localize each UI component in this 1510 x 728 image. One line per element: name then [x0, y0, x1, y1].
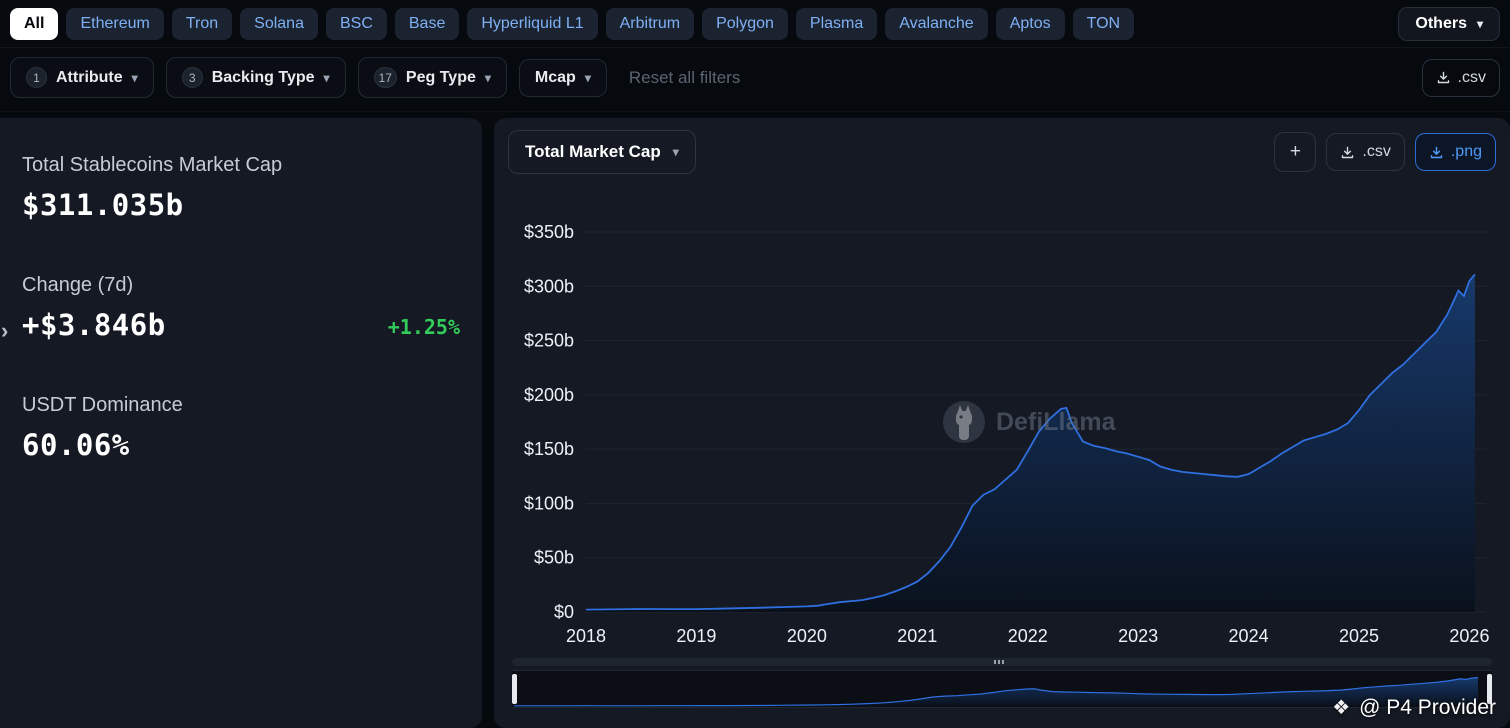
svg-text:$350b: $350b: [524, 222, 574, 242]
chart-png-button[interactable]: .png: [1414, 133, 1496, 171]
chain-tab-ton[interactable]: TON: [1072, 7, 1135, 40]
chain-tab-bsc[interactable]: BSC: [325, 7, 387, 40]
filter-count-badge: 1: [26, 67, 47, 88]
svg-text:2021: 2021: [897, 626, 937, 646]
chain-tabs: All Ethereum Tron Solana BSC Base Hyperliquid …: [10, 7, 1135, 40]
stats-panel: Total Stablecoins Market Cap $311.035b C…: [0, 118, 482, 728]
svg-text:2025: 2025: [1339, 626, 1379, 646]
change-7d-percent: +1.25%: [387, 315, 460, 339]
brush-scrollbar[interactable]: [512, 658, 1492, 666]
usdt-dominance-label: USDT Dominance: [22, 394, 183, 416]
svg-text:2026: 2026: [1449, 626, 1489, 646]
download-icon: [1430, 146, 1443, 158]
chart-csv-button[interactable]: .csv: [1326, 133, 1405, 171]
chain-tab-base[interactable]: Base: [394, 7, 460, 40]
chart-zoom-brush: [512, 658, 1492, 708]
brush-handle-right[interactable]: [1487, 674, 1492, 704]
change-7d-stat: Change (7d) +$3.846b +1.25%: [22, 274, 460, 342]
filter-count-badge: 3: [181, 67, 203, 88]
provider-watermark-text: @ P4 Provider: [1359, 695, 1496, 719]
chevron-down-icon: ▾: [323, 70, 330, 85]
svg-text:$300b: $300b: [524, 276, 574, 296]
filter-buttons: 1 Attribute ▾ 3 Backing Type ▾ 17 Peg Type ▾ Mcap…: [10, 57, 607, 98]
svg-text:2018: 2018: [566, 626, 606, 646]
chain-tab-ethereum[interactable]: Ethereum: [66, 7, 164, 40]
svg-text:$0: $0: [554, 602, 574, 622]
usdt-dominance-stat: USDT Dominance 60.06%: [22, 394, 460, 462]
chain-tab-polygon[interactable]: Polygon: [702, 7, 788, 40]
metric-label: Total Market Cap: [525, 142, 661, 161]
svg-text:$200b: $200b: [524, 385, 574, 405]
svg-text:2022: 2022: [1008, 626, 1048, 646]
chart-csv-label: .csv: [1362, 143, 1391, 160]
usdt-dominance-value: 60.06%: [22, 428, 130, 462]
csv-label: .csv: [1457, 68, 1486, 86]
add-chart-button[interactable]: +: [1274, 132, 1317, 172]
chain-tab-tron[interactable]: Tron: [171, 7, 233, 40]
filter-bar: 1 Attribute ▾ 3 Backing Type ▾ 17 Peg Type ▾ Mcap…: [0, 48, 1510, 112]
chart-header: Total Market Cap ▾ + .csv .png: [508, 130, 1496, 174]
svg-text:$250b: $250b: [524, 331, 574, 351]
download-icon: [1342, 146, 1354, 158]
svg-text:$100b: $100b: [524, 493, 574, 513]
chain-tab-arbitrum[interactable]: Arbitrum: [605, 7, 695, 40]
metric-dropdown[interactable]: Total Market Cap ▾: [508, 130, 696, 174]
chain-tab-avalanche[interactable]: Avalanche: [885, 7, 988, 40]
filter-label: Peg Type: [405, 68, 476, 86]
brush-mini-chart: [514, 677, 1479, 707]
market-cap-chart[interactable]: $0 $50b $100b $150b $200b $250b $300b $350b 2018…: [508, 182, 1496, 652]
chevron-down-icon: ▾: [484, 70, 491, 85]
brush-handle-left[interactable]: [512, 674, 517, 704]
market-cap-label: Total Stablecoins Market Cap: [22, 154, 283, 176]
download-icon: [1437, 71, 1449, 84]
svg-text:2024: 2024: [1229, 626, 1269, 646]
svg-text:2023: 2023: [1118, 626, 1158, 646]
provider-logo-icon: ❖: [1332, 697, 1351, 719]
svg-text:$150b: $150b: [524, 439, 574, 459]
export-csv-button[interactable]: .csv: [1421, 58, 1500, 97]
chain-tab-solana[interactable]: Solana: [240, 7, 318, 40]
svg-text:$50b: $50b: [534, 548, 574, 568]
filter-label: Attribute: [56, 68, 123, 86]
chain-tab-plasma[interactable]: Plasma: [795, 7, 878, 40]
brush-track[interactable]: [512, 670, 1492, 708]
chain-tab-aptos[interactable]: Aptos: [995, 7, 1065, 40]
market-cap-value: $311.035b: [22, 188, 184, 222]
chart-png-label: .png: [1450, 143, 1482, 160]
chain-tab-all[interactable]: All: [10, 7, 59, 40]
chevron-down-icon: ▾: [131, 70, 138, 85]
svg-text:2019: 2019: [676, 626, 716, 646]
filter-backing-type-dropdown[interactable]: 3 Backing Type ▾: [165, 57, 346, 98]
filter-label: Backing Type: [211, 68, 315, 86]
filter-count-badge: 17: [373, 67, 397, 88]
chevron-down-icon: ▾: [1476, 16, 1483, 31]
filter-attribute-dropdown[interactable]: 1 Attribute ▾: [10, 57, 154, 98]
chart-actions: + .csv .png: [1274, 132, 1496, 172]
chevron-down-icon: ▾: [584, 70, 591, 85]
main-content: Total Stablecoins Market Cap $311.035b C…: [0, 118, 1510, 728]
market-cap-stat: Total Stablecoins Market Cap $311.035b: [22, 154, 460, 222]
change-7d-value: +$3.846b: [22, 308, 166, 342]
change-7d-label: Change (7d): [22, 274, 134, 296]
filter-peg-type-dropdown[interactable]: 17 Peg Type ▾: [357, 57, 507, 98]
brush-grip-icon: [994, 660, 1004, 664]
svg-text:2020: 2020: [787, 626, 827, 646]
chevron-down-icon: ▾: [672, 145, 679, 159]
reset-filters-button[interactable]: Reset all filters: [619, 59, 750, 97]
chain-tab-bar: All Ethereum Tron Solana BSC Base Hyperliquid …: [0, 0, 1510, 48]
filter-label: Mcap: [534, 68, 576, 86]
filter-mcap-dropdown[interactable]: Mcap ▾: [518, 58, 607, 97]
others-label: Others: [1415, 14, 1467, 32]
provider-watermark: ❖ @ P4 Provider: [1332, 695, 1496, 720]
sidebar-collapse-chevron[interactable]: ›: [1, 318, 9, 343]
others-dropdown[interactable]: Others ▾: [1398, 6, 1500, 41]
chart-panel: Total Market Cap ▾ + .csv .png: [494, 118, 1510, 728]
chain-tab-hyperliquid-l1[interactable]: Hyperliquid L1: [467, 7, 598, 40]
